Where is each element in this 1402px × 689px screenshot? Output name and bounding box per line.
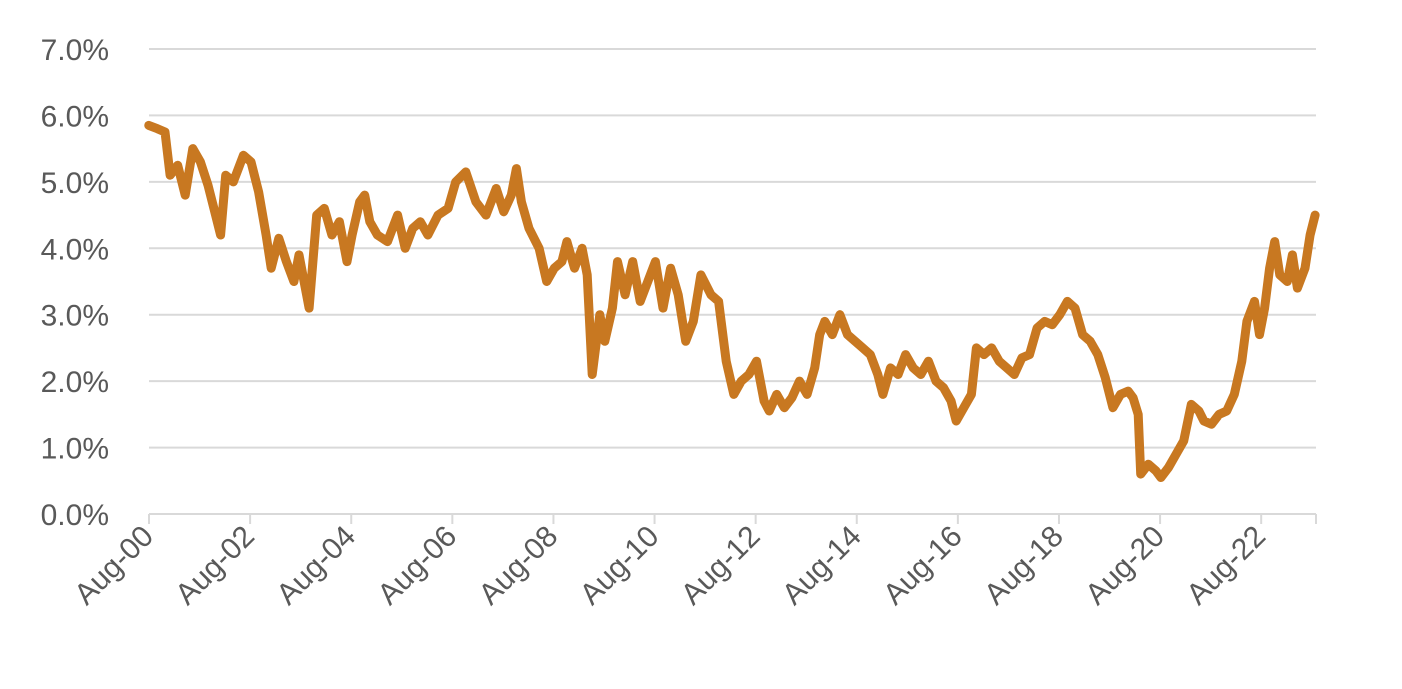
x-tick-label: Aug-16 xyxy=(877,520,969,612)
x-tick-label: Aug-08 xyxy=(473,520,565,612)
x-tick-label: Aug-04 xyxy=(270,520,362,612)
y-tick-label: 3.0% xyxy=(41,300,109,333)
y-axis-labels: 0.0% 1.0% 2.0% 3.0% 4.0% 5.0% 6.0% 7.0% xyxy=(41,34,109,532)
x-axis-labels: Aug-00 Aug-02 Aug-04 Aug-06 Aug-08 Aug-10 Aug-… xyxy=(68,520,1272,612)
y-tick-label: 1.0% xyxy=(41,433,109,466)
x-axis xyxy=(148,514,1317,524)
series-line xyxy=(144,120,1320,482)
x-tick-label: Aug-00 xyxy=(68,520,160,612)
y-tick-label: 2.0% xyxy=(41,366,109,399)
y-tick-label: 0.0% xyxy=(41,499,109,532)
x-tick-label: Aug-14 xyxy=(776,520,868,612)
x-tick-label: Aug-02 xyxy=(169,520,261,612)
x-tick-label: Aug-06 xyxy=(372,520,464,612)
x-tick-label: Aug-10 xyxy=(574,520,666,612)
x-tick-label: Aug-22 xyxy=(1180,520,1272,612)
y-tick-label: 5.0% xyxy=(41,167,109,200)
x-tick-label: Aug-18 xyxy=(978,520,1070,612)
x-tick-label: Aug-12 xyxy=(675,520,767,612)
x-tick-label: Aug-20 xyxy=(1079,520,1171,612)
y-tick-label: 4.0% xyxy=(41,233,109,266)
series-group xyxy=(144,120,1320,482)
y-tick-label: 6.0% xyxy=(41,100,109,133)
y-tick-label: 7.0% xyxy=(41,34,109,67)
